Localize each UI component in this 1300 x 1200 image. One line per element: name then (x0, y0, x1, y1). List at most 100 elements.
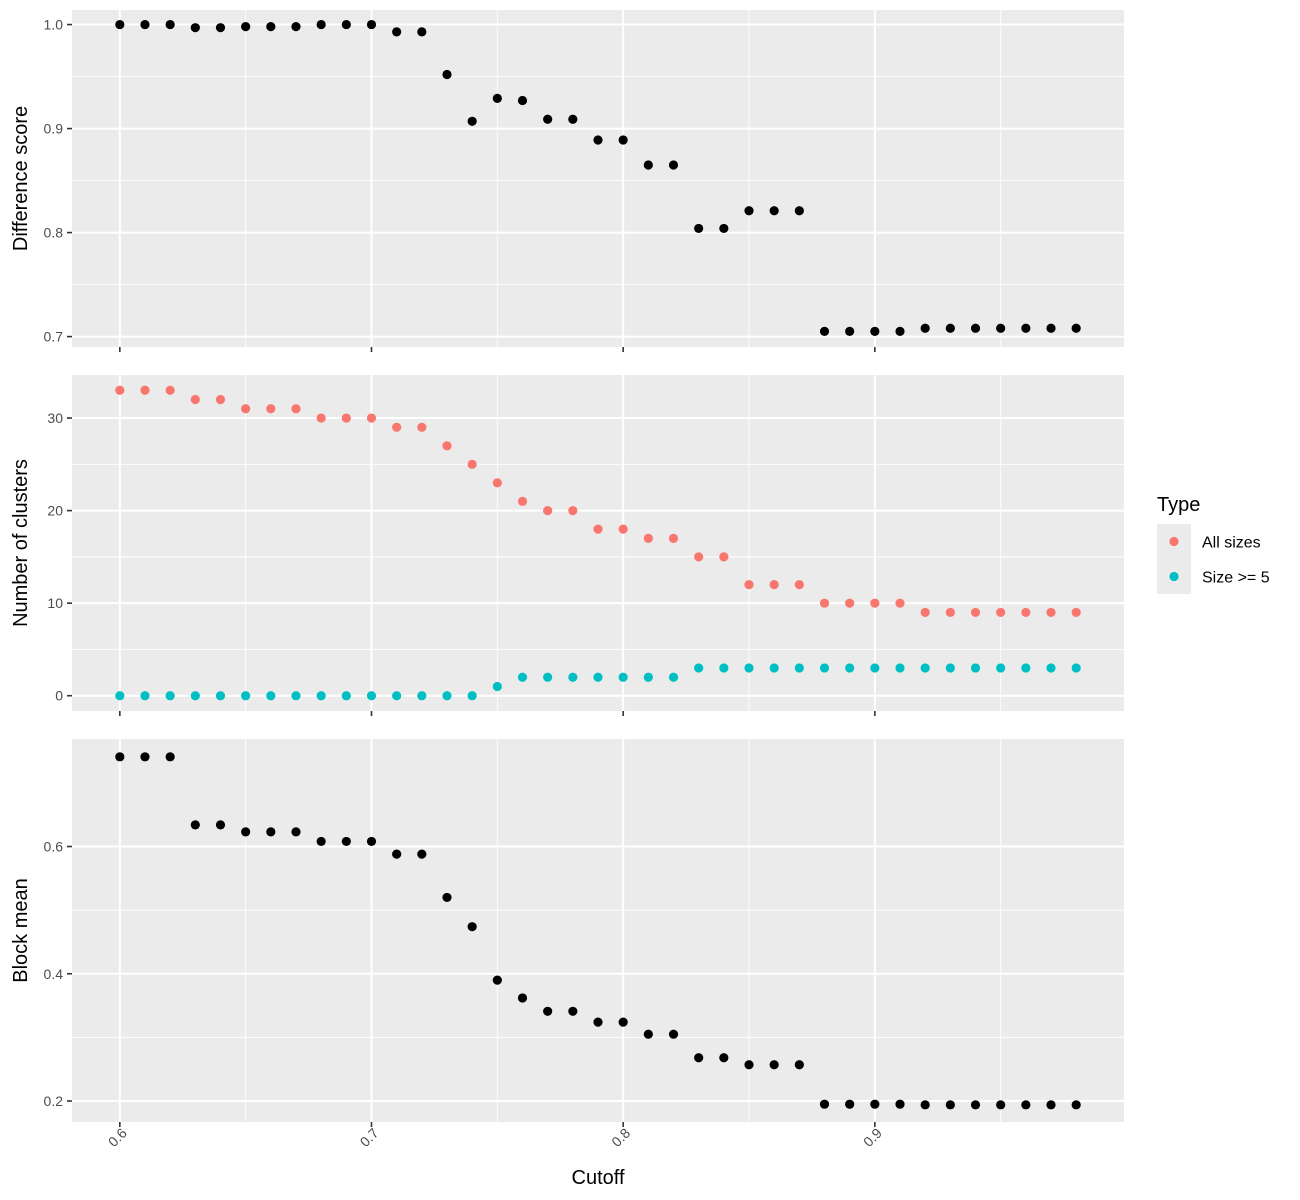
data-point (266, 404, 276, 414)
data-point (291, 404, 301, 414)
data-point (190, 23, 200, 33)
y-tick-label: 30 (47, 410, 63, 426)
data-point (895, 1099, 905, 1109)
data-point (845, 598, 855, 608)
data-point (945, 323, 955, 333)
data-point (165, 752, 175, 762)
y-tick-label: 0.2 (44, 1093, 64, 1109)
data-point (744, 663, 754, 673)
data-point (970, 663, 981, 673)
data-point (165, 691, 175, 701)
legend-entry-label: Size >= 5 (1202, 570, 1270, 587)
data-point (668, 533, 679, 543)
data-point (744, 206, 754, 216)
data-point (819, 1099, 830, 1109)
data-point (618, 672, 628, 682)
data-point (568, 114, 578, 124)
data-point (366, 691, 377, 701)
y-tick-label: 0.9 (44, 121, 64, 137)
data-point (694, 1053, 704, 1063)
data-point (794, 580, 804, 590)
data-point (694, 223, 704, 234)
data-point (568, 1006, 578, 1016)
data-point (643, 1029, 653, 1039)
y-tick-label: 1.0 (44, 17, 64, 33)
data-point (115, 691, 125, 701)
data-point (1021, 323, 1031, 333)
series-1 (115, 385, 1081, 618)
data-point (366, 19, 377, 30)
legend: Type All sizes Size >= 5 (1157, 494, 1270, 594)
data-point (241, 22, 251, 32)
y-axis-title: Block mean (10, 878, 32, 983)
x-tick-label: 0.8 (608, 1125, 633, 1150)
data-point (719, 223, 729, 234)
data-point (316, 19, 326, 30)
data-point (895, 326, 905, 336)
y-tick-label: 20 (47, 503, 63, 519)
data-point (970, 1100, 981, 1110)
data-point (769, 580, 779, 590)
data-point (190, 394, 200, 405)
data-point (467, 116, 477, 126)
series-1 (115, 752, 1081, 1110)
data-point (1071, 607, 1081, 618)
data-point (643, 533, 653, 543)
data-point (1046, 1100, 1056, 1110)
data-point (593, 524, 603, 534)
data-point (190, 691, 200, 701)
data-point (543, 672, 553, 682)
y-axis-title: Difference score (10, 106, 32, 251)
x-tick-label: 0.9 (860, 1125, 885, 1150)
data-point (694, 663, 704, 673)
data-point (618, 135, 628, 145)
y-axis-title: Number of clusters (10, 459, 32, 627)
data-point (870, 326, 880, 336)
data-point (568, 672, 578, 682)
data-point (517, 95, 528, 106)
data-point (492, 681, 502, 692)
data-point (215, 23, 226, 33)
data-point (769, 1060, 779, 1070)
data-point (392, 422, 402, 432)
legend-key-background (1157, 524, 1191, 594)
data-point (819, 598, 830, 608)
x-axis-title: Cutoff (572, 1167, 625, 1189)
data-point (266, 691, 276, 701)
data-point (215, 691, 226, 701)
data-point (517, 672, 528, 682)
data-point (467, 922, 477, 932)
data-point (1021, 607, 1031, 618)
data-point (417, 691, 427, 701)
data-point (996, 607, 1006, 618)
data-point (291, 22, 301, 32)
data-point (668, 1029, 679, 1039)
data-point (643, 672, 653, 682)
data-point (668, 672, 679, 682)
data-point (744, 580, 754, 590)
chart-panels: 0.7 0.8 0.9 1.0 Difference score 0 10 20 30 Numbe… (10, 10, 1124, 1150)
data-point (593, 1017, 603, 1027)
y-tick-label: 0.7 (44, 329, 64, 345)
data-point (819, 326, 830, 336)
data-point (442, 691, 452, 701)
data-point (1071, 323, 1081, 333)
data-point (266, 22, 276, 32)
data-point (241, 827, 251, 837)
panel-background (72, 375, 1124, 711)
data-point (341, 836, 351, 847)
data-point (769, 663, 779, 673)
data-point (618, 1017, 628, 1027)
data-point (920, 1100, 930, 1110)
data-point (870, 598, 880, 608)
series-2 (115, 663, 1081, 701)
data-point (794, 663, 804, 673)
data-point (140, 385, 150, 395)
y-tick-label: 10 (47, 595, 63, 611)
data-point (920, 607, 930, 618)
data-point (1046, 607, 1056, 618)
panel-background (72, 739, 1124, 1122)
panel-background (72, 10, 1124, 347)
data-point (870, 1099, 880, 1109)
data-point (215, 394, 226, 405)
